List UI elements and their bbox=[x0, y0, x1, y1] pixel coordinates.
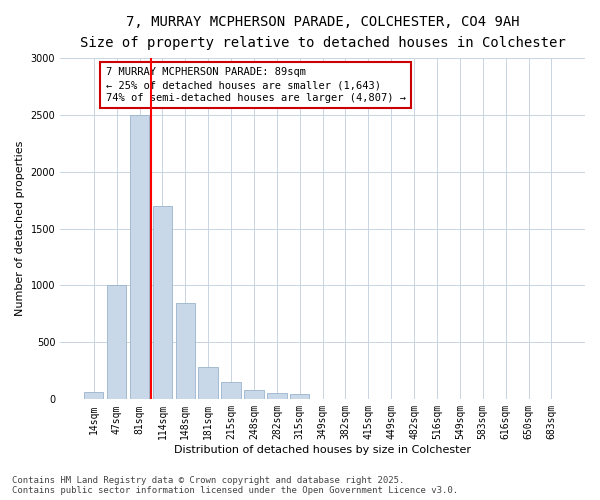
Bar bbox=[152, 206, 172, 400]
Bar bbox=[84, 392, 103, 400]
Bar bbox=[176, 302, 195, 400]
Bar bbox=[221, 382, 241, 400]
Bar bbox=[107, 286, 127, 400]
Y-axis label: Number of detached properties: Number of detached properties bbox=[15, 141, 25, 316]
Bar bbox=[290, 394, 310, 400]
Bar bbox=[267, 392, 287, 400]
Bar bbox=[244, 390, 263, 400]
Text: Contains HM Land Registry data © Crown copyright and database right 2025.
Contai: Contains HM Land Registry data © Crown c… bbox=[12, 476, 458, 495]
Bar bbox=[199, 368, 218, 400]
X-axis label: Distribution of detached houses by size in Colchester: Distribution of detached houses by size … bbox=[174, 445, 471, 455]
Text: 7 MURRAY MCPHERSON PARADE: 89sqm
← 25% of detached houses are smaller (1,643)
74: 7 MURRAY MCPHERSON PARADE: 89sqm ← 25% o… bbox=[106, 67, 406, 103]
Title: 7, MURRAY MCPHERSON PARADE, COLCHESTER, CO4 9AH
Size of property relative to det: 7, MURRAY MCPHERSON PARADE, COLCHESTER, … bbox=[80, 15, 565, 50]
Bar bbox=[130, 114, 149, 400]
